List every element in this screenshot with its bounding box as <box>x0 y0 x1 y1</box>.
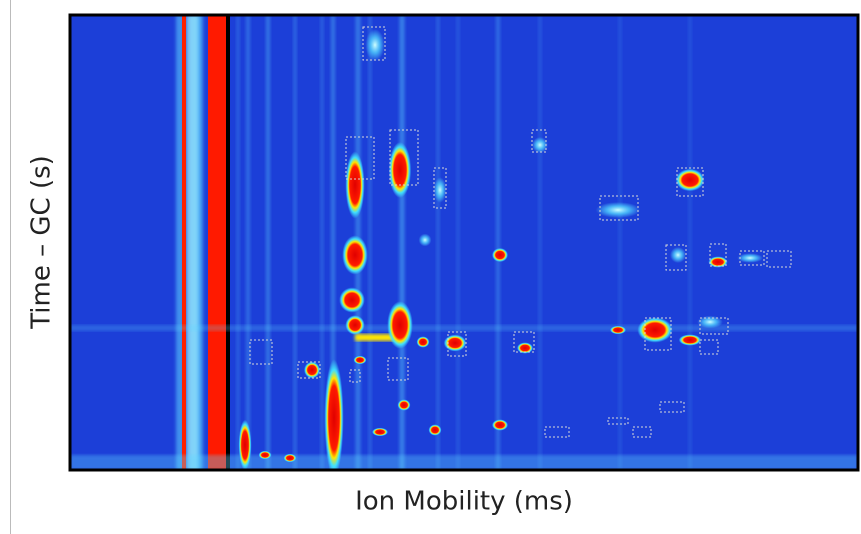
streak <box>320 15 324 470</box>
y-axis-label: Time – GC (s) <box>27 155 57 330</box>
spot <box>637 317 673 343</box>
annotation-box <box>531 129 547 153</box>
spot <box>428 424 442 436</box>
spot <box>345 151 365 219</box>
streak <box>197 15 203 470</box>
spot <box>675 168 705 192</box>
spot <box>492 419 508 431</box>
glow-spot <box>365 29 385 61</box>
streak <box>182 15 186 470</box>
annotation-box <box>249 339 273 365</box>
annotation-box <box>297 361 321 379</box>
streak <box>226 15 230 470</box>
spot <box>443 334 467 352</box>
annotation-box <box>766 250 792 268</box>
spot <box>610 325 626 335</box>
spot <box>339 287 365 313</box>
streak <box>538 15 542 470</box>
spot <box>387 301 413 349</box>
spot <box>416 336 430 348</box>
spot <box>324 359 344 470</box>
annotation-box <box>349 369 361 383</box>
streak <box>208 15 226 470</box>
annotation-box <box>665 244 687 271</box>
spot <box>258 450 272 460</box>
streak <box>456 15 460 470</box>
glow-spot <box>697 315 723 329</box>
streak <box>236 15 240 470</box>
streak <box>186 15 198 470</box>
streak <box>70 455 858 470</box>
streak <box>436 15 440 470</box>
spot <box>388 142 412 198</box>
glow-spot <box>532 137 548 153</box>
annotation-box <box>513 331 535 353</box>
annotation-box <box>345 136 375 180</box>
streak <box>618 15 622 470</box>
annotation-box <box>709 243 727 267</box>
annotation-box <box>676 167 704 197</box>
plot-border <box>68 13 860 472</box>
streak <box>688 15 692 470</box>
streak <box>70 325 858 331</box>
spot <box>708 256 728 268</box>
streak <box>331 15 335 470</box>
glow-spot <box>670 247 686 263</box>
annotation-box <box>447 331 467 357</box>
annotation-box <box>433 167 447 209</box>
streak <box>176 15 184 470</box>
annotation-box <box>607 417 629 425</box>
streak <box>246 15 250 470</box>
spot <box>283 453 297 463</box>
annotation-box <box>387 357 409 381</box>
spot <box>304 361 320 379</box>
spot <box>492 248 508 262</box>
glow-spot <box>418 233 432 247</box>
spot <box>345 315 365 335</box>
annotation-box <box>699 317 729 335</box>
annotation-box <box>644 317 672 351</box>
annotation-box <box>362 26 386 61</box>
spot <box>238 419 252 470</box>
spot <box>342 235 368 275</box>
annotation-box <box>389 129 419 186</box>
spot <box>397 399 411 411</box>
annotation-box <box>544 426 570 438</box>
streak <box>496 15 500 470</box>
annotation-box <box>632 426 652 438</box>
spot <box>678 334 702 346</box>
x-axis-label: Ion Mobility (ms) <box>355 487 573 517</box>
annotation-box <box>739 250 765 266</box>
annotation-box <box>699 339 719 355</box>
streak <box>368 15 372 470</box>
annotation-box <box>659 401 685 413</box>
glow-spot <box>433 177 447 203</box>
glow-spot <box>595 202 641 218</box>
spot <box>372 427 388 437</box>
glow-spot <box>737 253 763 263</box>
spot <box>353 355 367 365</box>
annotation-box <box>599 195 639 221</box>
streak <box>266 15 270 470</box>
streak <box>355 334 403 341</box>
heatmap-area <box>70 15 858 470</box>
spot <box>517 342 533 354</box>
streak <box>293 15 297 470</box>
streak <box>399 15 405 470</box>
